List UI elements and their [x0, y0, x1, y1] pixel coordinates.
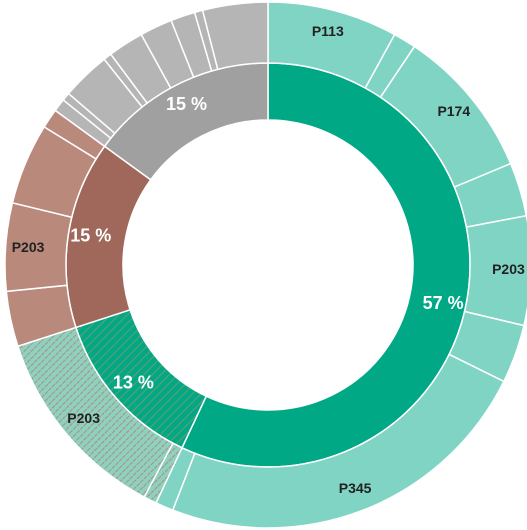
outer-label: P345 — [339, 480, 372, 496]
outer-label: P113 — [312, 23, 344, 39]
inner-label: 15 % — [70, 226, 111, 246]
inner-label: 57 % — [423, 293, 464, 313]
outer-segment — [201, 1, 269, 71]
inner-label: 13 % — [113, 372, 154, 392]
outer-label: P174 — [437, 103, 470, 119]
outer-label: P203 — [12, 239, 45, 255]
inner-label: 15 % — [166, 94, 207, 114]
outer-label: P203 — [492, 261, 525, 277]
outer-label: P203 — [67, 410, 100, 426]
